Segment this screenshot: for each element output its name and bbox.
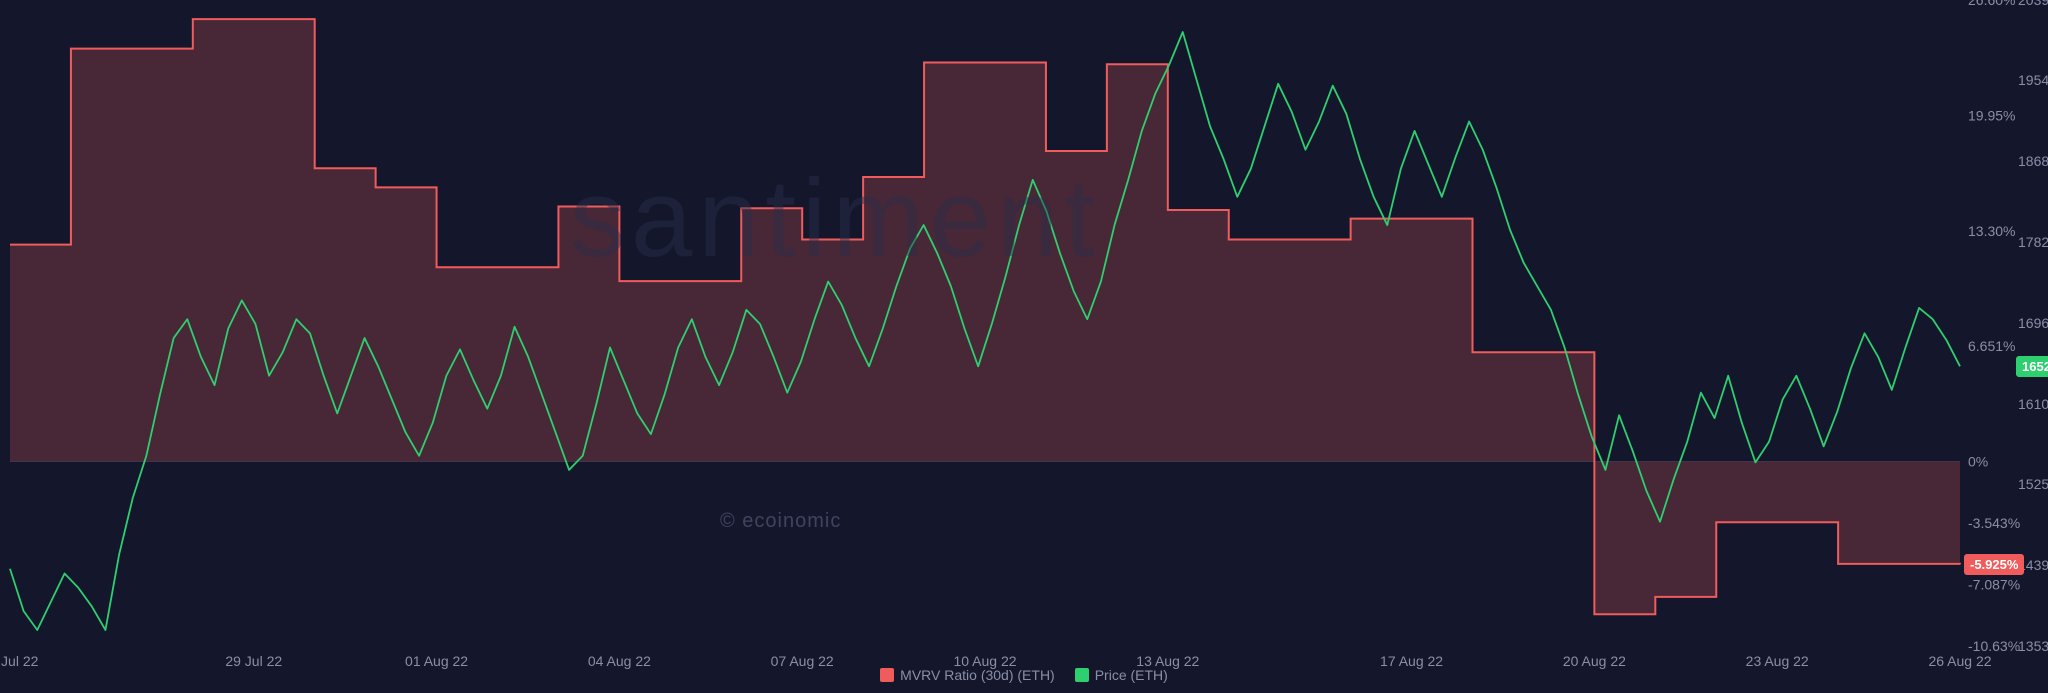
y-left-tick-label: 26.60%: [1968, 0, 2015, 8]
legend-label: Price (ETH): [1095, 667, 1168, 683]
y-left-tick-label: 13.30%: [1968, 223, 2015, 239]
chart-svg: 26.60% 19.95% 13.30% 6.651% 0% -3.543% -7.087%…: [0, 0, 2048, 693]
y-right-tick-label: 2039: [2018, 0, 2048, 8]
y-left-tick-label: -10.63%: [1968, 638, 2020, 654]
chart-container: 26.60% 19.95% 13.30% 6.651% 0% -3.543% -7.087%…: [0, 0, 2048, 693]
legend-swatch: [1075, 668, 1089, 682]
y-right-tick-label: 1868: [2018, 153, 2048, 169]
y-left-tick-label: 6.651%: [1968, 338, 2015, 354]
price-badge: 1652: [2016, 356, 2048, 377]
legend-swatch: [880, 668, 894, 682]
legend-label: MVRV Ratio (30d) (ETH): [900, 667, 1055, 683]
y-left-tick-label: -7.087%: [1968, 577, 2020, 593]
y-right-tick-label: 1610: [2018, 396, 2048, 412]
logo-watermark: © ecoinomic: [720, 510, 841, 533]
legend: MVRV Ratio (30d) (ETH) Price (ETH): [0, 667, 2048, 685]
y-right-tick-label: 1696: [2018, 315, 2048, 331]
y-right-tick-label: 1782: [2018, 234, 2048, 250]
y-right-tick-label: 1954: [2018, 72, 2048, 88]
y-left-tick-label: 0%: [1968, 454, 1988, 470]
y-right-tick-label: 1353: [2018, 638, 2048, 654]
legend-item[interactable]: Price (ETH): [1075, 667, 1168, 683]
y-left-tick-label: 19.95%: [1968, 107, 2015, 123]
legend-item[interactable]: MVRV Ratio (30d) (ETH): [880, 667, 1055, 683]
y-right-tick-label: 1525: [2018, 476, 2048, 492]
mvrv-badge: -5.925%: [1964, 554, 2024, 575]
y-left-tick-label: -3.543%: [1968, 515, 2020, 531]
